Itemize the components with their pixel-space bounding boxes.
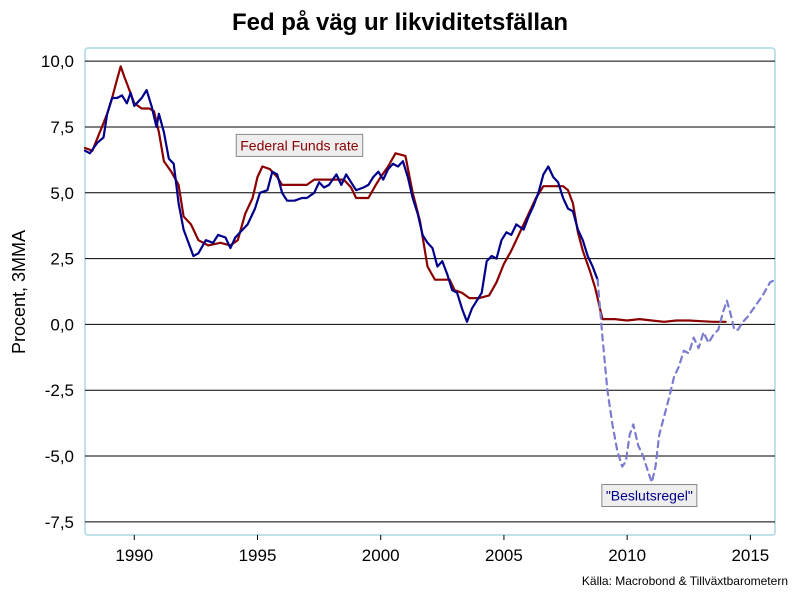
x-tick-label: 1990: [115, 546, 153, 565]
annotation-box: [235, 133, 364, 157]
y-tick-label: -5,0: [45, 447, 74, 466]
gridlines: [85, 60, 775, 523]
annotation-text: "Beslutsregel": [606, 488, 693, 504]
x-tick-label: 2010: [608, 546, 646, 565]
x-axis-ticks: 1990 1995 2000 2005 2010 2015: [115, 535, 769, 565]
y-tick-label: 7,5: [50, 118, 74, 137]
x-tick-label: 1995: [239, 546, 277, 565]
source-note: Källa: Macrobond & Tillväxtbarometern: [582, 574, 788, 588]
x-tick-label: 2015: [731, 546, 769, 565]
annotation-label: Federal Funds rate: [235, 133, 364, 157]
y-tick-label: -2,5: [45, 381, 74, 400]
y-tick-label: -7,5: [45, 513, 74, 532]
annotation-text: Federal Funds rate: [240, 137, 358, 153]
series-line-fed-funds: [83, 65, 727, 323]
y-tick-label: 0,0: [50, 315, 74, 334]
chart-title: Fed på väg ur likviditetsfällan: [232, 9, 568, 36]
annotation-label: "Beslutsregel": [601, 484, 698, 508]
series-line-rule: [83, 89, 599, 323]
annotation-box: [601, 484, 698, 508]
annotations: Federal Funds rate "Beslutsregel": [235, 133, 698, 508]
y-axis-ticks: 10,0 7,5 5,0 2,5 0,0 -2,5 -5,0 -7,5: [41, 52, 74, 532]
y-tick-label: 5,0: [50, 184, 74, 203]
x-tick-label: 2000: [362, 546, 400, 565]
y-tick-label: 2,5: [50, 250, 74, 269]
series-layer: [83, 65, 777, 484]
x-tick-label: 2005: [485, 546, 523, 565]
series-line-rule-dashed: [596, 278, 777, 484]
plot-area-border: [84, 47, 776, 536]
y-axis-label: Procent, 3MMA: [9, 230, 29, 354]
y-tick-label: 10,0: [41, 52, 74, 71]
